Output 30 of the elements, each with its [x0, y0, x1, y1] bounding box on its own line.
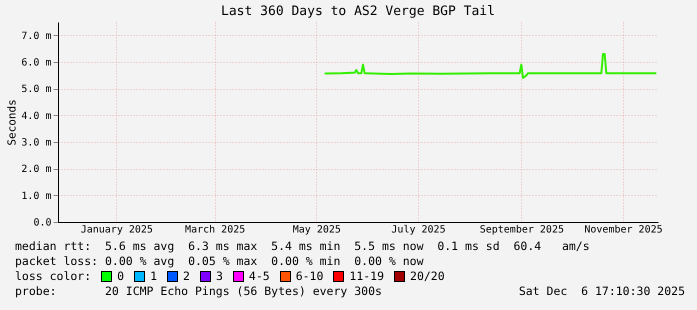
- y-tick-label: 1.0 m: [21, 190, 52, 202]
- text: 4-5: [248, 269, 270, 284]
- x-tick-label: November 2025: [584, 224, 663, 236]
- text: packet loss: 0.00 % avg 0.05 % max 0.00 % min 0.00 % now: [15, 254, 424, 269]
- x-tick-label: May 2025: [292, 224, 341, 236]
- y-tick-label: 5.0 m: [21, 84, 52, 96]
- y-tick-label: 4.0 m: [21, 110, 52, 122]
- text: Sat Dec 6 17:10:30 2025: [518, 284, 685, 299]
- text: 20/20: [410, 269, 445, 284]
- text: 3: [216, 269, 223, 284]
- x-tick-label: July 2025: [391, 224, 446, 236]
- line-series: [324, 53, 658, 79]
- x-tick-label: March 2025: [185, 224, 246, 236]
- y-tick-label: 7.0 m: [21, 30, 52, 42]
- y-axis-title: Seconds: [5, 99, 18, 146]
- y-tick-label: 2.0 m: [21, 164, 52, 176]
- text: 0: [117, 269, 124, 284]
- text: loss color:: [15, 269, 92, 283]
- text: 6-10: [296, 269, 324, 284]
- y-tick-label: 3.0 m: [21, 138, 52, 148]
- text: probe: 20 ICMP Echo Pings (56 Bytes) every 300s: [15, 284, 382, 298]
- x-tick-label: September 2025: [480, 224, 564, 236]
- y-tick-label: 0.0: [33, 218, 52, 228]
- y-tick-label: 6.0 m: [21, 58, 52, 68]
- text: 11-19: [349, 269, 384, 284]
- chart-title: Last 360 Days to AS2 Verge BGP Tail: [221, 4, 495, 19]
- text: 2: [183, 269, 190, 284]
- text: 1: [150, 269, 158, 284]
- x-tick-label: January 2025: [80, 224, 153, 236]
- text: median rtt: 5.6 ms avg 6.3 ms max 5.4 ms min 5.5 ms now 0.1 ms sd 60.4 am/s: [15, 239, 591, 254]
